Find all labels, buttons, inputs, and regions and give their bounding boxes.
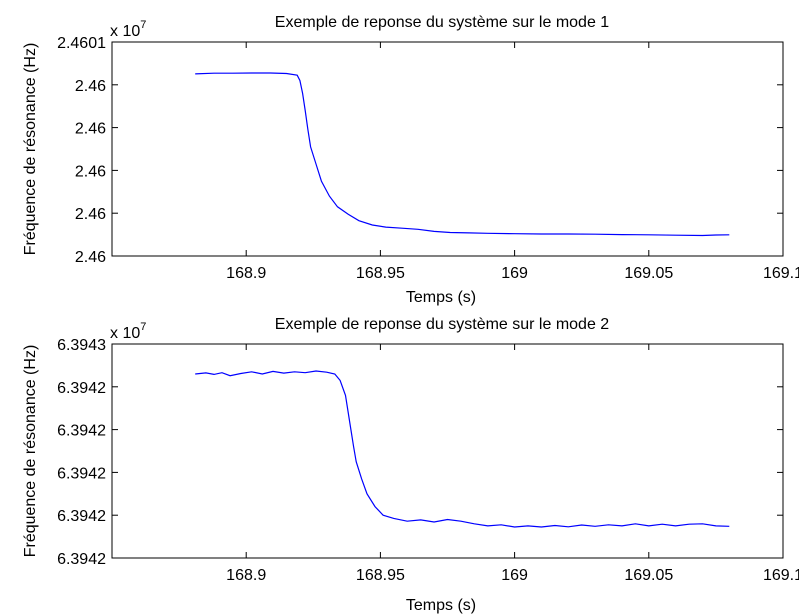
x-tick-label: 169: [501, 265, 528, 282]
y-tick-label: 6.3942: [57, 508, 106, 525]
y-axis-label: Fréquence de résonance (Hz): [22, 345, 39, 558]
axes-frame: [111, 343, 784, 559]
axes-frame: [111, 41, 784, 257]
series-line: [195, 72, 730, 237]
x-tick-label: 168.9: [226, 567, 266, 584]
chart-panel-mode-2: Exemple de reponse du système sur le mod…: [22, 316, 799, 614]
chart-title: Exemple de reponse du système sur le mod…: [275, 316, 610, 333]
y-tick-label: 2.46: [75, 78, 106, 95]
series-line: [195, 370, 730, 528]
x-axis-label: Temps (s): [406, 597, 476, 614]
y-exponent-label: x 107: [110, 321, 146, 342]
chart-title: Exemple de reponse du système sur le mod…: [275, 14, 610, 31]
y-tick-label: 2.46: [75, 249, 106, 266]
x-tick-label: 168.9: [226, 265, 266, 282]
y-tick-label: 6.3942: [57, 380, 106, 397]
y-tick-label: 6.3942: [57, 465, 106, 482]
x-tick-label: 169.05: [624, 265, 673, 282]
y-tick-label: 6.3942: [57, 423, 106, 440]
y-tick-label: 2.46: [75, 163, 106, 180]
x-axis-label: Temps (s): [406, 289, 476, 306]
y-tick-label: 2.46: [75, 121, 106, 138]
plot-area: 168.9 168.95 169 169.05 169.1 6.3942 6.3942 6.3…: [57, 337, 799, 584]
y-tick-label: 2.46: [75, 206, 106, 223]
y-exponent-label: x 107: [110, 19, 146, 40]
y-tick-label: 6.3942: [57, 551, 106, 568]
x-tick-label: 168.95: [356, 567, 405, 584]
x-tick-label: 168.95: [356, 265, 405, 282]
y-axis-label: Fréquence de résonance (Hz): [22, 43, 39, 256]
x-tick-label: 169: [501, 567, 528, 584]
y-tick-label: 6.3943: [57, 337, 106, 354]
y-tick-label: 2.4601: [57, 35, 106, 52]
x-tick-label: 169.1: [763, 265, 799, 282]
chart-panel-mode-1: Exemple de reponse du système sur le mod…: [22, 14, 799, 306]
plot-area: 168.9 168.95 169 169.05 169.1 2.46 2.46 2.46 2.4…: [57, 35, 799, 282]
x-tick-label: 169.05: [624, 567, 673, 584]
x-tick-label: 169.1: [763, 567, 799, 584]
